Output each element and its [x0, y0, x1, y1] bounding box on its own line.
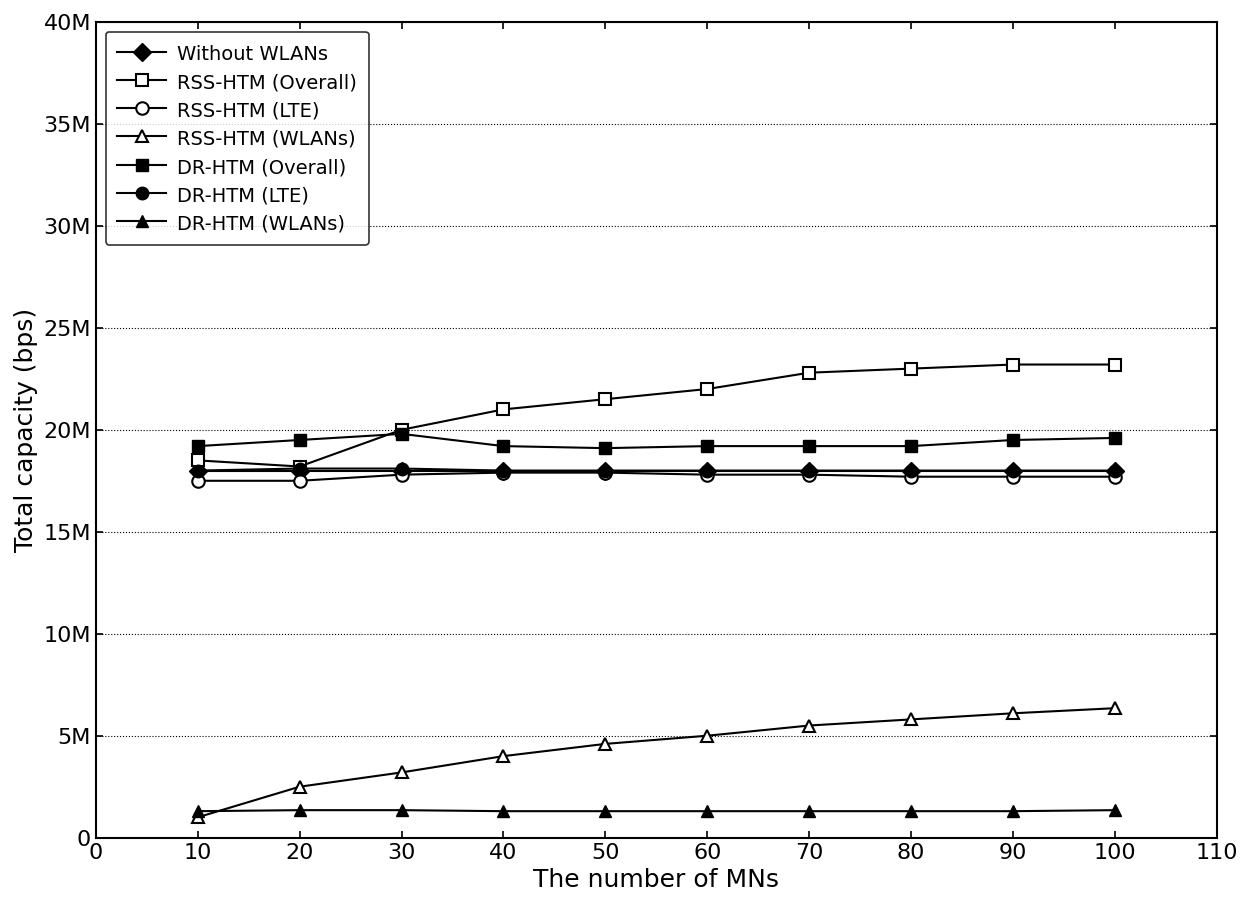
Line: RSS-HTM (Overall): RSS-HTM (Overall)	[192, 358, 1122, 473]
Without WLANs	[190, 465, 205, 476]
RSS-HTM (WLANs)	[904, 714, 919, 725]
RSS-HTM (WLANs)	[1108, 703, 1123, 714]
Line: DR-HTM (Overall): DR-HTM (Overall)	[192, 428, 1122, 455]
RSS-HTM (LTE)	[904, 471, 919, 482]
DR-HTM (LTE)	[598, 465, 613, 476]
Without WLANs	[1108, 465, 1123, 476]
Y-axis label: Total capacity (bps): Total capacity (bps)	[14, 308, 38, 552]
DR-HTM (LTE)	[1005, 465, 1020, 476]
DR-HTM (WLANs)	[1005, 805, 1020, 816]
Legend: Without WLANs, RSS-HTM (Overall), RSS-HTM (LTE), RSS-HTM (WLANs), DR-HTM (Overal: Without WLANs, RSS-HTM (Overall), RSS-HT…	[105, 32, 369, 246]
Line: DR-HTM (WLANs): DR-HTM (WLANs)	[192, 804, 1122, 817]
DR-HTM (WLANs)	[904, 805, 919, 816]
RSS-HTM (LTE)	[496, 467, 511, 478]
Without WLANs	[496, 465, 511, 476]
DR-HTM (LTE)	[700, 465, 715, 476]
Line: RSS-HTM (WLANs): RSS-HTM (WLANs)	[192, 702, 1122, 824]
DR-HTM (Overall)	[1108, 432, 1123, 443]
RSS-HTM (Overall)	[190, 455, 205, 466]
DR-HTM (Overall)	[598, 443, 613, 454]
Without WLANs	[394, 465, 409, 476]
Line: Without WLANs: Without WLANs	[192, 465, 1122, 477]
DR-HTM (Overall)	[1005, 435, 1020, 446]
DR-HTM (WLANs)	[700, 805, 715, 816]
RSS-HTM (Overall)	[904, 363, 919, 374]
RSS-HTM (WLANs)	[496, 751, 511, 762]
Without WLANs	[1005, 465, 1020, 476]
DR-HTM (LTE)	[496, 465, 511, 476]
DR-HTM (WLANs)	[190, 805, 205, 816]
Without WLANs	[700, 465, 715, 476]
DR-HTM (LTE)	[904, 465, 919, 476]
RSS-HTM (LTE)	[801, 469, 816, 480]
RSS-HTM (LTE)	[700, 469, 715, 480]
DR-HTM (Overall)	[700, 440, 715, 451]
RSS-HTM (WLANs)	[190, 812, 205, 823]
RSS-HTM (Overall)	[394, 424, 409, 435]
DR-HTM (WLANs)	[598, 805, 613, 816]
DR-HTM (LTE)	[292, 463, 307, 474]
DR-HTM (WLANs)	[292, 805, 307, 815]
DR-HTM (LTE)	[190, 465, 205, 476]
Without WLANs	[904, 465, 919, 476]
RSS-HTM (WLANs)	[598, 738, 613, 749]
DR-HTM (WLANs)	[1108, 805, 1123, 815]
Line: DR-HTM (LTE): DR-HTM (LTE)	[192, 462, 1122, 477]
RSS-HTM (Overall)	[1005, 359, 1020, 370]
DR-HTM (WLANs)	[496, 805, 511, 816]
DR-HTM (LTE)	[1108, 465, 1123, 476]
RSS-HTM (WLANs)	[700, 730, 715, 741]
RSS-HTM (Overall)	[292, 461, 307, 472]
DR-HTM (LTE)	[394, 463, 409, 474]
RSS-HTM (WLANs)	[394, 767, 409, 778]
DR-HTM (Overall)	[496, 440, 511, 451]
DR-HTM (Overall)	[292, 435, 307, 446]
RSS-HTM (Overall)	[496, 404, 511, 415]
RSS-HTM (LTE)	[190, 476, 205, 487]
RSS-HTM (WLANs)	[292, 781, 307, 792]
RSS-HTM (Overall)	[700, 383, 715, 394]
DR-HTM (Overall)	[904, 440, 919, 451]
RSS-HTM (Overall)	[598, 394, 613, 405]
Line: RSS-HTM (LTE): RSS-HTM (LTE)	[192, 467, 1122, 487]
RSS-HTM (Overall)	[801, 367, 816, 378]
RSS-HTM (Overall)	[1108, 359, 1123, 370]
RSS-HTM (WLANs)	[1005, 708, 1020, 718]
DR-HTM (Overall)	[190, 440, 205, 451]
DR-HTM (WLANs)	[801, 805, 816, 816]
DR-HTM (WLANs)	[394, 805, 409, 815]
RSS-HTM (LTE)	[292, 476, 307, 487]
Without WLANs	[292, 465, 307, 476]
RSS-HTM (LTE)	[1005, 471, 1020, 482]
RSS-HTM (LTE)	[598, 467, 613, 478]
DR-HTM (Overall)	[801, 440, 816, 451]
DR-HTM (LTE)	[801, 465, 816, 476]
RSS-HTM (LTE)	[1108, 471, 1123, 482]
DR-HTM (Overall)	[394, 429, 409, 439]
X-axis label: The number of MNs: The number of MNs	[533, 868, 779, 892]
RSS-HTM (LTE)	[394, 469, 409, 480]
Without WLANs	[598, 465, 613, 476]
Without WLANs	[801, 465, 816, 476]
RSS-HTM (WLANs)	[801, 720, 816, 731]
